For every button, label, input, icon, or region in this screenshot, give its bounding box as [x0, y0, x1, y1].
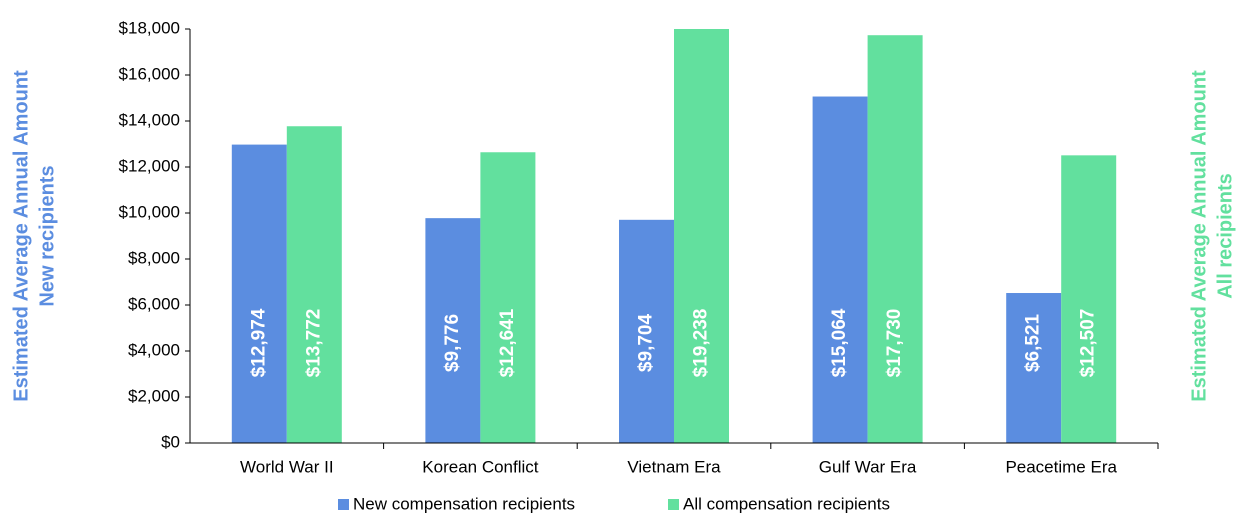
y-tick-label: $6,000 [128, 294, 180, 313]
legend-swatch [338, 499, 349, 510]
bar [286, 126, 342, 443]
y-tick-label: $10,000 [119, 202, 180, 221]
y-tick-label: $4,000 [128, 340, 180, 359]
y2-axis-title: Estimated Average Annual Amount [1188, 70, 1210, 402]
bar [867, 35, 923, 443]
value-label: $17,730 [884, 309, 905, 378]
value-label: $15,064 [829, 308, 850, 377]
y-tick-label: $8,000 [128, 248, 180, 267]
value-label: $6,521 [1023, 314, 1044, 373]
plot-area [231, 29, 1117, 443]
y-tick-label: $18,000 [119, 18, 180, 37]
bar [1061, 155, 1117, 443]
value-label: $9,704 [636, 314, 657, 373]
x-tick-label: Peacetime Era [1005, 457, 1117, 476]
bar [231, 144, 287, 443]
bar [812, 96, 868, 443]
x-tick-label: Gulf War Era [819, 457, 917, 476]
legend-label: New compensation recipients [353, 494, 575, 513]
y-tick-label: $2,000 [128, 386, 180, 405]
value-label: $12,974 [248, 308, 269, 377]
x-tick-label: Vietnam Era [627, 457, 721, 476]
legend-swatch [668, 499, 679, 510]
y-axis-title: Estimated Average Annual Amount [10, 70, 32, 402]
value-label: $9,776 [442, 314, 463, 372]
y-tick-label: $0 [161, 432, 180, 451]
y-tick-label: $12,000 [119, 156, 180, 175]
value-label: $19,238 [691, 309, 712, 378]
value-label: $12,641 [497, 308, 518, 377]
x-tick-label: Korean Conflict [422, 457, 539, 476]
value-label: $12,507 [1078, 309, 1099, 378]
y-tick-label: $14,000 [119, 110, 180, 129]
y2-axis-title: All recipients [1214, 173, 1236, 299]
value-label: $13,772 [303, 309, 324, 378]
bar [619, 219, 674, 443]
bar [674, 29, 729, 443]
y-axis-title: New recipients [36, 165, 58, 306]
x-tick-label: World War II [240, 457, 334, 476]
bar [425, 218, 481, 443]
bar [480, 152, 536, 443]
legend-label: All compensation recipients [683, 494, 890, 513]
bar [1006, 293, 1062, 443]
y-tick-label: $16,000 [119, 64, 180, 83]
